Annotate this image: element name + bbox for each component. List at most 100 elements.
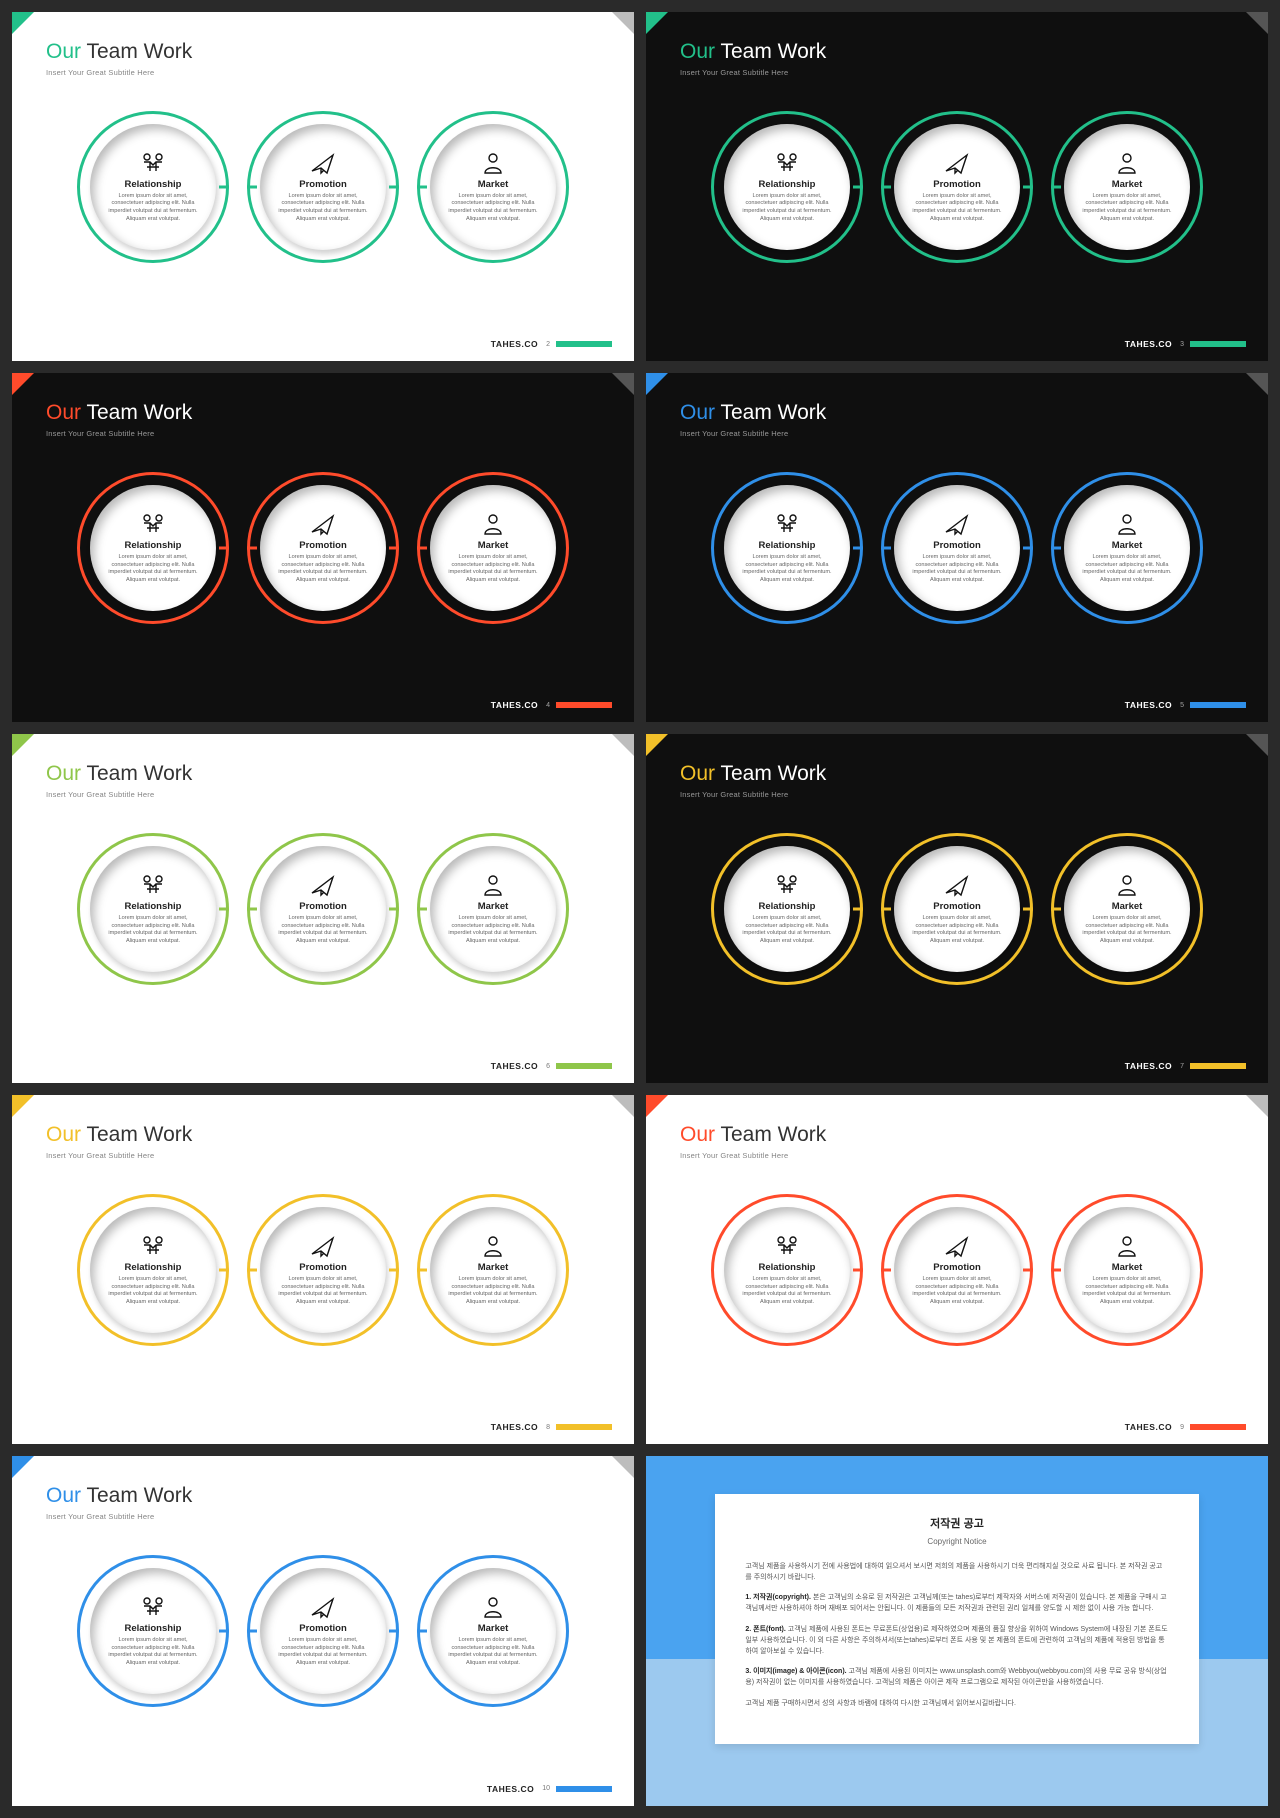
item-desc: Lorem ipsum dolor sit amet, consectetuer…: [736, 1276, 838, 1306]
circle-item: Market Lorem ipsum dolor sit amet, conse…: [1051, 111, 1203, 263]
item-desc: Lorem ipsum dolor sit amet, consectetuer…: [272, 1637, 374, 1667]
item-desc: Lorem ipsum dolor sit amet, consectetuer…: [272, 1276, 374, 1306]
page-indicator: 5: [1180, 702, 1246, 709]
handshake-icon: [773, 873, 801, 897]
person-icon: [1113, 1234, 1141, 1258]
corner-grey: [612, 1456, 634, 1478]
title-rest: Team Work: [720, 401, 826, 424]
slide-subtitle: Insert Your Great Subtitle Here: [46, 1151, 600, 1160]
circle-row: Relationship Lorem ipsum dolor sit amet,…: [46, 472, 600, 624]
page-number: 3: [1180, 341, 1184, 348]
circle-disc: Promotion Lorem ipsum dolor sit amet, co…: [260, 846, 386, 972]
title-accent: Our: [46, 762, 81, 785]
item-title: Relationship: [758, 1262, 815, 1273]
slide-subtitle: Insert Your Great Subtitle Here: [46, 68, 600, 77]
copyright-slide: 저작권 공고 Copyright Notice 고객님 제품을 사용하시기 전에…: [646, 1456, 1268, 1805]
item-title: Relationship: [124, 179, 181, 190]
item-title: Market: [478, 179, 509, 190]
item-title: Promotion: [933, 179, 981, 190]
item-title: Relationship: [124, 540, 181, 551]
handshake-icon: [139, 151, 167, 175]
circle-item: Relationship Lorem ipsum dolor sit amet,…: [711, 833, 863, 985]
handshake-icon: [773, 512, 801, 536]
corner-accent: [12, 12, 34, 34]
handshake-icon: [773, 151, 801, 175]
slide-title: Our Team Work: [680, 40, 1234, 64]
circle-item: Relationship Lorem ipsum dolor sit amet,…: [711, 111, 863, 263]
circle-row: Relationship Lorem ipsum dolor sit amet,…: [680, 472, 1234, 624]
paperplane-icon: [943, 1234, 971, 1258]
accent-bar: [556, 1063, 612, 1069]
item-desc: Lorem ipsum dolor sit amet, consectetuer…: [442, 1276, 544, 1306]
handshake-icon: [773, 1234, 801, 1258]
item-desc: Lorem ipsum dolor sit amet, consectetuer…: [442, 915, 544, 945]
item-desc: Lorem ipsum dolor sit amet, consectetuer…: [906, 193, 1008, 223]
item-title: Market: [478, 1623, 509, 1634]
title-accent: Our: [680, 762, 715, 785]
circle-disc: Relationship Lorem ipsum dolor sit amet,…: [90, 1207, 216, 1333]
circle-disc: Relationship Lorem ipsum dolor sit amet,…: [724, 485, 850, 611]
corner-accent: [12, 373, 34, 395]
copyright-title-ko: 저작권 공고: [745, 1516, 1168, 1534]
paperplane-icon: [309, 873, 337, 897]
slide-footer: TAHES.CO 4: [491, 700, 612, 710]
copyright-title-en: Copyright Notice: [745, 1536, 1168, 1549]
item-title: Promotion: [299, 179, 347, 190]
slide-footer: TAHES.CO 2: [491, 339, 612, 349]
page-number: 10: [542, 1785, 550, 1792]
accent-bar: [1190, 1063, 1246, 1069]
copyright-para1: 1. 저작권(copyright). 본은 고객님의 소유로 된 저작권은 고객…: [745, 1592, 1168, 1614]
slide-footer: TAHES.CO 8: [491, 1422, 612, 1432]
item-title: Promotion: [299, 901, 347, 912]
slide: Our Team Work Insert Your Great Subtitle…: [12, 1095, 634, 1444]
handshake-icon: [139, 512, 167, 536]
slide-title: Our Team Work: [46, 1484, 600, 1508]
item-title: Relationship: [124, 1262, 181, 1273]
item-title: Relationship: [758, 179, 815, 190]
brand-label: TAHES.CO: [1125, 1422, 1172, 1432]
slide: Our Team Work Insert Your Great Subtitle…: [646, 12, 1268, 361]
accent-bar: [556, 341, 612, 347]
copyright-para3: 3. 이미지(image) & 아이콘(icon). 고객님 제품에 사용된 이…: [745, 1666, 1168, 1688]
corner-grey: [612, 1095, 634, 1117]
title-rest: Team Work: [86, 1123, 192, 1146]
circle-row: Relationship Lorem ipsum dolor sit amet,…: [680, 833, 1234, 985]
item-title: Promotion: [299, 1262, 347, 1273]
item-desc: Lorem ipsum dolor sit amet, consectetuer…: [102, 915, 204, 945]
slide-title: Our Team Work: [46, 762, 600, 786]
item-desc: Lorem ipsum dolor sit amet, consectetuer…: [736, 193, 838, 223]
item-desc: Lorem ipsum dolor sit amet, consectetuer…: [442, 554, 544, 584]
item-desc: Lorem ipsum dolor sit amet, consectetuer…: [442, 1637, 544, 1667]
slide-footer: TAHES.CO 3: [1125, 339, 1246, 349]
paperplane-icon: [309, 1595, 337, 1619]
circle-item: Market Lorem ipsum dolor sit amet, conse…: [417, 1194, 569, 1346]
title-accent: Our: [46, 1484, 81, 1507]
title-accent: Our: [680, 401, 715, 424]
circle-item: Market Lorem ipsum dolor sit amet, conse…: [1051, 472, 1203, 624]
title-accent: Our: [680, 1123, 715, 1146]
slide-title: Our Team Work: [680, 401, 1234, 425]
item-desc: Lorem ipsum dolor sit amet, consectetuer…: [906, 915, 1008, 945]
brand-label: TAHES.CO: [491, 700, 538, 710]
corner-accent: [12, 1456, 34, 1478]
brand-label: TAHES.CO: [1125, 700, 1172, 710]
title-accent: Our: [46, 1123, 81, 1146]
copyright-notice: 저작권 공고 Copyright Notice 고객님 제품을 사용하시기 전에…: [715, 1494, 1198, 1743]
circle-item: Market Lorem ipsum dolor sit amet, conse…: [1051, 833, 1203, 985]
circle-row: Relationship Lorem ipsum dolor sit amet,…: [680, 111, 1234, 263]
slide-footer: TAHES.CO 5: [1125, 700, 1246, 710]
page-number: 5: [1180, 702, 1184, 709]
brand-label: TAHES.CO: [487, 1784, 534, 1794]
title-rest: Team Work: [720, 1123, 826, 1146]
circle-disc: Relationship Lorem ipsum dolor sit amet,…: [724, 846, 850, 972]
corner-grey: [612, 12, 634, 34]
slide-title: Our Team Work: [680, 1123, 1234, 1147]
item-desc: Lorem ipsum dolor sit amet, consectetuer…: [272, 554, 374, 584]
title-accent: Our: [46, 40, 81, 63]
circle-disc: Market Lorem ipsum dolor sit amet, conse…: [1064, 846, 1190, 972]
slide-footer: TAHES.CO 6: [491, 1061, 612, 1071]
slide: Our Team Work Insert Your Great Subtitle…: [12, 1456, 634, 1805]
circle-disc: Market Lorem ipsum dolor sit amet, conse…: [1064, 1207, 1190, 1333]
slide: Our Team Work Insert Your Great Subtitle…: [646, 734, 1268, 1083]
circle-disc: Promotion Lorem ipsum dolor sit amet, co…: [894, 846, 1020, 972]
